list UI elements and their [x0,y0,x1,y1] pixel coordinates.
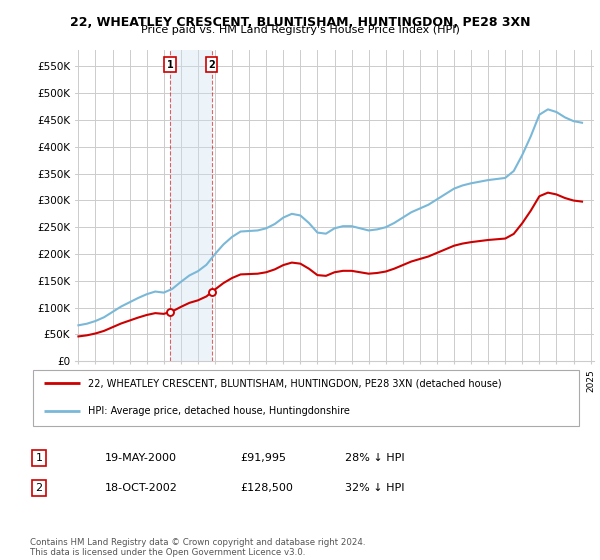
Text: 2: 2 [35,483,43,493]
Text: 19-MAY-2000: 19-MAY-2000 [105,453,177,463]
Text: 28% ↓ HPI: 28% ↓ HPI [345,453,404,463]
Text: 22, WHEATLEY CRESCENT, BLUNTISHAM, HUNTINGDON, PE28 3XN (detached house): 22, WHEATLEY CRESCENT, BLUNTISHAM, HUNTI… [88,378,502,388]
Text: 1: 1 [167,60,173,70]
Text: £91,995: £91,995 [240,453,286,463]
Bar [170,50,212,361]
Text: 18-OCT-2002: 18-OCT-2002 [105,483,178,493]
Text: HPI: Average price, detached house, Huntingdonshire: HPI: Average price, detached house, Hunt… [88,407,350,417]
Text: 32% ↓ HPI: 32% ↓ HPI [345,483,404,493]
Text: 1: 1 [35,453,43,463]
Text: Contains HM Land Registry data © Crown copyright and database right 2024.
This d: Contains HM Land Registry data © Crown c… [30,538,365,557]
FancyBboxPatch shape [33,370,579,426]
Text: 2: 2 [208,60,215,70]
Text: Price paid vs. HM Land Registry's House Price Index (HPI): Price paid vs. HM Land Registry's House … [140,25,460,35]
Text: £128,500: £128,500 [240,483,293,493]
Text: 22, WHEATLEY CRESCENT, BLUNTISHAM, HUNTINGDON, PE28 3XN: 22, WHEATLEY CRESCENT, BLUNTISHAM, HUNTI… [70,16,530,29]
